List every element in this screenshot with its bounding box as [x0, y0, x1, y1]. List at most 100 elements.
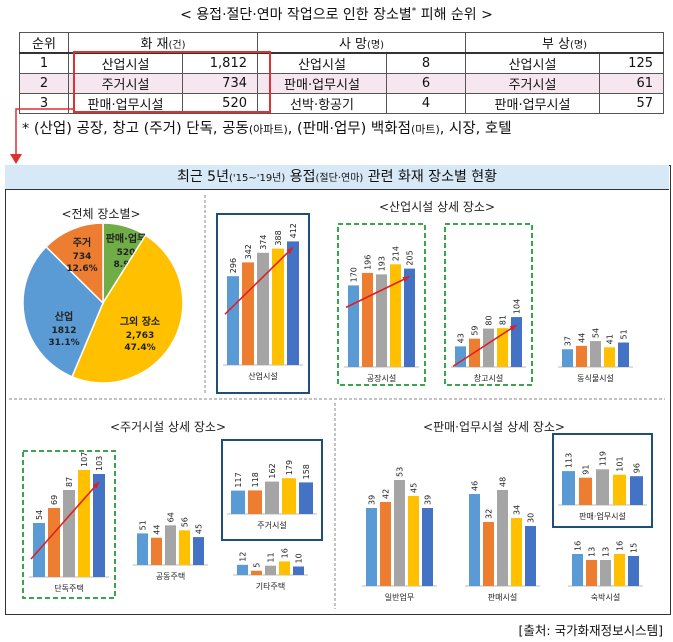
bar	[282, 478, 296, 514]
bar-value-label: 44	[153, 525, 162, 535]
bar	[618, 342, 629, 367]
bar	[48, 508, 60, 577]
bar-value-label: 119	[599, 451, 608, 466]
fire-place-cell: 주거시설	[68, 73, 183, 94]
bar-value-label: 39	[368, 495, 377, 505]
fire-value-cell: 520	[182, 93, 258, 114]
bar-value-label: 374	[259, 235, 268, 250]
bar	[272, 248, 284, 365]
pie-slice-label: 판매·업무	[106, 232, 147, 245]
highlight-box	[444, 223, 533, 386]
trend-arrowhead	[402, 276, 410, 282]
bar-value-label: 43	[457, 333, 466, 343]
bar-value-label: 12	[239, 552, 248, 562]
trend-line	[345, 275, 410, 309]
bar-value-label: 15	[630, 543, 639, 553]
bar-value-label: 388	[274, 230, 283, 245]
chart-panel-title: 최근 5년('15~'19년) 용접(절단·연마) 관련 화재 장소별 현황	[5, 165, 669, 190]
commercial-title: <판매·업무시설 상세 장소>	[423, 420, 565, 434]
bar	[511, 518, 522, 586]
pie-slice-value: 520	[117, 248, 136, 258]
bar	[287, 241, 299, 365]
bar	[366, 508, 377, 586]
trend-arrowhead	[286, 247, 293, 254]
bar-value-label: 51	[139, 520, 148, 530]
bar	[151, 537, 162, 565]
bar-value-label: 45	[195, 524, 204, 534]
header-death: 사 망(명)	[257, 32, 466, 54]
bar-value-label: 296	[229, 258, 238, 273]
bar	[497, 328, 508, 367]
bar-category-label: 공장시설	[367, 373, 396, 383]
bar	[576, 345, 587, 367]
bar	[590, 341, 601, 367]
bar	[469, 494, 480, 586]
bar-value-label: 103	[95, 456, 104, 471]
header-injury: 부 상(명)	[465, 32, 664, 54]
bar-value-label: 196	[364, 255, 373, 270]
bar-category-label: 단독주택	[54, 583, 83, 593]
bar	[380, 502, 391, 586]
bar-value-label: 91	[582, 465, 591, 475]
table-row: 2 주거시설 734 판매·업무시설 6 주거시설 61	[19, 73, 664, 94]
panel-dividers	[9, 195, 665, 609]
pie-slice	[71, 234, 184, 384]
bar	[63, 490, 75, 577]
bar-value-label: 80	[485, 315, 494, 325]
bar	[251, 570, 262, 575]
highlight-box	[337, 223, 426, 386]
bar-value-label: 41	[606, 334, 615, 344]
injury-value-cell: 57	[599, 93, 664, 114]
bar	[600, 560, 611, 586]
death-value-cell: 6	[386, 73, 466, 94]
bar	[422, 508, 433, 586]
bar-category-label: 판매시설	[488, 592, 517, 602]
highlight-box	[552, 433, 653, 528]
bar-value-label: 32	[485, 509, 494, 519]
death-place-cell: 선박·항공기	[257, 93, 387, 114]
bar-value-label: 16	[281, 548, 290, 558]
bar-value-label: 205	[406, 250, 415, 265]
bar	[394, 480, 405, 586]
bar-value-label: 59	[471, 325, 480, 335]
bar-value-label: 162	[268, 463, 277, 478]
bar-value-label: 107	[80, 452, 89, 467]
bar-category-label: 산업시설	[248, 371, 277, 381]
bar-value-label: 39	[424, 495, 433, 505]
header-rank: 순위	[19, 32, 69, 54]
bar	[483, 328, 494, 367]
bar	[248, 490, 262, 514]
bar	[596, 469, 609, 505]
bar-value-label: 158	[302, 464, 311, 479]
bar	[613, 474, 626, 505]
bar-value-label: 37	[564, 336, 573, 346]
bar-value-label: 46	[471, 481, 480, 491]
bar	[293, 566, 304, 575]
bar	[137, 533, 148, 565]
pie-slice-percent: 47.4%	[124, 343, 155, 353]
bar-value-label: 13	[602, 547, 611, 557]
highlight-box	[22, 450, 116, 599]
bar	[408, 496, 419, 586]
bar-value-label: 48	[499, 477, 508, 487]
bar	[483, 522, 494, 586]
bar	[572, 554, 583, 586]
bar	[497, 490, 508, 586]
fire-column-highlight	[73, 51, 271, 113]
pie-slice-label: 주거	[73, 236, 91, 249]
bar	[237, 564, 248, 575]
bar-value-label: 42	[382, 489, 391, 499]
pie-slice-label: 산업	[55, 310, 73, 323]
bar-value-label: 34	[513, 505, 522, 515]
bar-value-label: 412	[289, 223, 298, 238]
pie-slice-label: 그외 장소	[120, 315, 160, 328]
pie-slice-value: 2,763	[126, 331, 154, 341]
bar-value-label: 69	[50, 495, 59, 505]
trend-arrowhead	[509, 325, 517, 331]
pie-slice-value: 734	[73, 252, 92, 262]
bar	[604, 347, 615, 367]
bar-value-label: 193	[378, 256, 387, 271]
bar-value-label: 44	[578, 333, 587, 343]
bar-value-label: 45	[410, 483, 419, 493]
fire-place-cell: 산업시설	[68, 52, 183, 74]
